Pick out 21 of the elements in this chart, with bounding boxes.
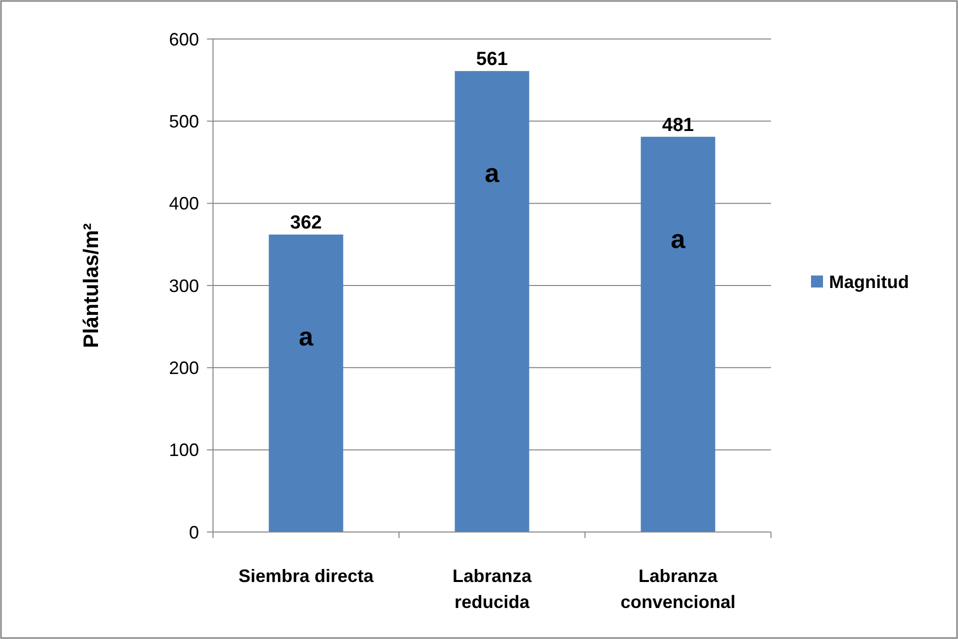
legend-label: Magnitud [829, 272, 909, 292]
x-tick-label: Labranza reducida [452, 566, 532, 612]
data-label: 481 [662, 114, 694, 136]
data-label: 362 [290, 212, 322, 234]
bar [268, 234, 344, 532]
y-tick-label: 100 [168, 440, 199, 460]
y-tick-label: 0 [188, 522, 199, 542]
bar [640, 136, 716, 532]
x-tick-label: Siembra directa [238, 566, 375, 586]
y-tick-label: 200 [168, 358, 199, 378]
bar [454, 71, 530, 532]
y-tick-label: 400 [168, 194, 199, 214]
annotation: a [484, 158, 500, 188]
y-axis-title: Plántulas/m² [80, 223, 103, 348]
annotation: a [298, 322, 314, 352]
y-tick-label: 500 [168, 111, 199, 132]
annotation: a [670, 224, 686, 254]
y-tick-label: 300 [168, 276, 199, 296]
x-tick-label: Labranza convencional [620, 566, 736, 612]
data-label: 561 [476, 49, 508, 70]
y-tick-label: 600 [168, 29, 199, 50]
